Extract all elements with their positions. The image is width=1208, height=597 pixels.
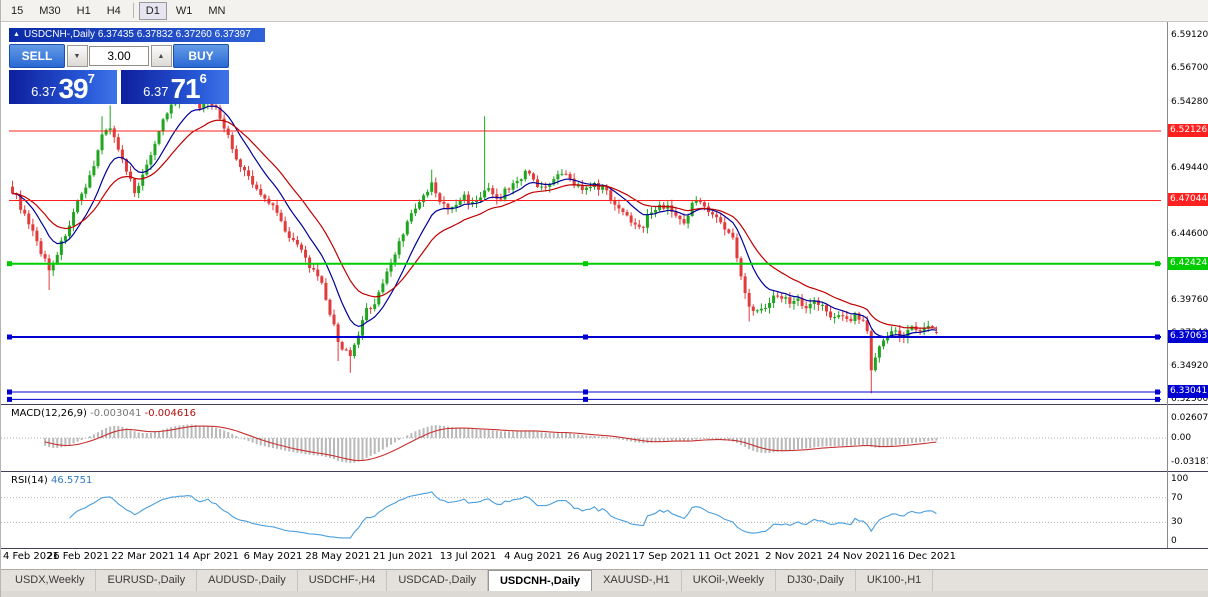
tf-button-15[interactable]: 15 [11, 4, 24, 17]
timeframe-toolbar: 15 M30 H1 H4 D1 W1 MN [1, 0, 1208, 22]
pane-separator[interactable] [1, 404, 1208, 405]
pane-separator [1, 548, 1208, 549]
sell-button[interactable]: SELL [9, 44, 65, 68]
price-tick: 6.32500 [1171, 394, 1208, 403]
buy-price-big: 71 [170, 73, 200, 104]
rsi-tick: 30 [1171, 517, 1183, 527]
chart-title-text: USDCNH-,Daily 6.37435 6.37832 6.37260 6.… [23, 29, 251, 40]
tf-button-h4[interactable]: H4 [106, 4, 121, 17]
rsi-indicator-chart[interactable] [1, 473, 1167, 547]
date-label: 13 Jul 2021 [439, 551, 497, 562]
rsi-name: RSI(14) [11, 475, 48, 486]
price-tick: 6.44600 [1171, 229, 1208, 239]
date-label: 2 Nov 2021 [765, 551, 823, 562]
date-label: 26 Feb 2021 [46, 551, 110, 562]
macd-indicator-chart[interactable] [1, 406, 1167, 470]
macd-name: MACD(12,26,9) [11, 408, 87, 419]
chart-tab-usdcad-daily[interactable]: USDCAD-,Daily [387, 570, 488, 591]
collapse-arrow-icon[interactable]: ▲ [13, 31, 20, 38]
date-label: 21 Jun 2021 [372, 551, 434, 562]
chart-tab-uk100-h1[interactable]: UK100-,H1 [856, 570, 934, 591]
sell-price-sup: 7 [87, 71, 95, 86]
bottom-strip [1, 591, 1208, 597]
date-label: 24 Nov 2021 [826, 551, 892, 562]
price-scale[interactable]: 6.591206.567006.542806.518606.494406.470… [1168, 26, 1208, 403]
date-label: 14 Apr 2021 [177, 551, 239, 562]
date-label: 26 Aug 2021 [566, 551, 632, 562]
price-tick: 6.49440 [1171, 163, 1208, 173]
chart-tab-eurusd-daily[interactable]: EURUSD-,Daily [96, 570, 198, 591]
price-line-badge: 6.37063 [1168, 330, 1208, 343]
rsi-tick: 70 [1171, 493, 1183, 503]
date-label: 16 Dec 2021 [892, 551, 956, 562]
date-label: 22 Mar 2021 [111, 551, 175, 562]
macd-value-main: -0.003041 [90, 408, 142, 419]
chevron-down-icon: ▼ [73, 52, 81, 60]
chart-title-bar[interactable]: ▲ USDCNH-,Daily 6.37435 6.37832 6.37260 … [9, 28, 265, 42]
price-line-badge: 6.42424 [1168, 257, 1208, 270]
macd-tick: -0.03187 [1171, 457, 1208, 467]
date-label: 6 May 2021 [243, 551, 303, 562]
volume-input[interactable] [89, 46, 149, 66]
chevron-up-icon: ▲ [157, 52, 165, 60]
macd-label: MACD(12,26,9) -0.003041 -0.004616 [11, 408, 196, 419]
volume-down-button[interactable]: ▼ [66, 45, 88, 67]
chart-tab-bar: USDX,Weekly EURUSD-,Daily AUDUSD-,Daily USD… [1, 569, 1208, 591]
main-candlestick-chart[interactable] [1, 26, 1167, 403]
buy-price-small: 6.37 [143, 84, 169, 99]
price-tick: 6.54280 [1171, 97, 1208, 107]
tf-button-h1[interactable]: H1 [76, 4, 91, 17]
sell-price-big: 39 [58, 73, 88, 104]
macd-value-signal: -0.004616 [144, 408, 196, 419]
tf-button-w1[interactable]: W1 [175, 4, 193, 17]
macd-tick: 0.02607 [1171, 413, 1208, 423]
chart-tab-usdcnh-daily[interactable]: USDCNH-,Daily [487, 570, 593, 591]
one-click-trading-row: SELL ▼ ▲ BUY [9, 44, 229, 68]
price-line-badge: 6.33041 [1168, 385, 1208, 398]
tf-button-d1[interactable]: D1 [138, 1, 167, 20]
price-tick: 6.56700 [1171, 63, 1208, 73]
chart-tab-xauusd-h1[interactable]: XAUUSD-,H1 [592, 570, 682, 591]
buy-button[interactable]: BUY [173, 44, 229, 68]
price-tick: 6.39760 [1171, 295, 1208, 305]
buy-price-sup: 6 [199, 71, 207, 86]
macd-tick: 0.00 [1171, 433, 1192, 443]
rsi-tick: 0 [1171, 536, 1177, 546]
tf-button-mn[interactable]: MN [208, 4, 226, 17]
chart-tab-dj30-daily[interactable]: DJ30-,Daily [776, 570, 856, 591]
date-label: 4 Feb 2021 [3, 551, 59, 562]
chart-tab-usdx-weekly[interactable]: USDX,Weekly [4, 570, 97, 591]
price-line-badge: 6.47044 [1168, 193, 1208, 206]
date-label: 17 Sep 2021 [632, 551, 696, 562]
buy-price-display[interactable]: 6.37 71 6 [121, 70, 229, 104]
rsi-tick: 100 [1171, 474, 1189, 484]
toolbar-separator [132, 3, 134, 18]
price-line-badge: 6.52126 [1168, 124, 1208, 137]
rsi-scale[interactable]: 100 70 30 0 [1168, 473, 1208, 547]
rsi-value: 46.5751 [50, 475, 93, 486]
date-label: 28 May 2021 [305, 551, 371, 562]
chart-tab-ukoil-weekly[interactable]: UKOil-,Weekly [682, 570, 776, 591]
chart-tab-audusd-daily[interactable]: AUDUSD-,Daily [197, 570, 298, 591]
date-axis[interactable]: 4 Feb 2021 26 Feb 2021 22 Mar 2021 14 Apr 2… [1, 549, 1167, 565]
sell-price-small: 6.37 [31, 84, 57, 99]
pane-separator[interactable] [1, 471, 1208, 472]
rsi-label: RSI(14) 46.5751 [11, 475, 92, 486]
sell-price-display[interactable]: 6.37 39 7 [9, 70, 117, 104]
tf-button-m30[interactable]: M30 [39, 4, 61, 17]
scale-border [1167, 22, 1168, 548]
price-tick: 6.34920 [1171, 361, 1208, 371]
date-label: 4 Aug 2021 [504, 551, 562, 562]
chart-tab-usdchf-h4[interactable]: USDCHF-,H4 [298, 570, 388, 591]
date-label: 11 Oct 2021 [698, 551, 760, 562]
volume-up-button[interactable]: ▲ [150, 45, 172, 67]
macd-scale[interactable]: 0.02607 0.00 -0.03187 [1168, 406, 1208, 470]
price-tick: 6.59120 [1171, 30, 1208, 40]
one-click-price-row: 6.37 39 7 6.37 71 6 [9, 70, 229, 104]
